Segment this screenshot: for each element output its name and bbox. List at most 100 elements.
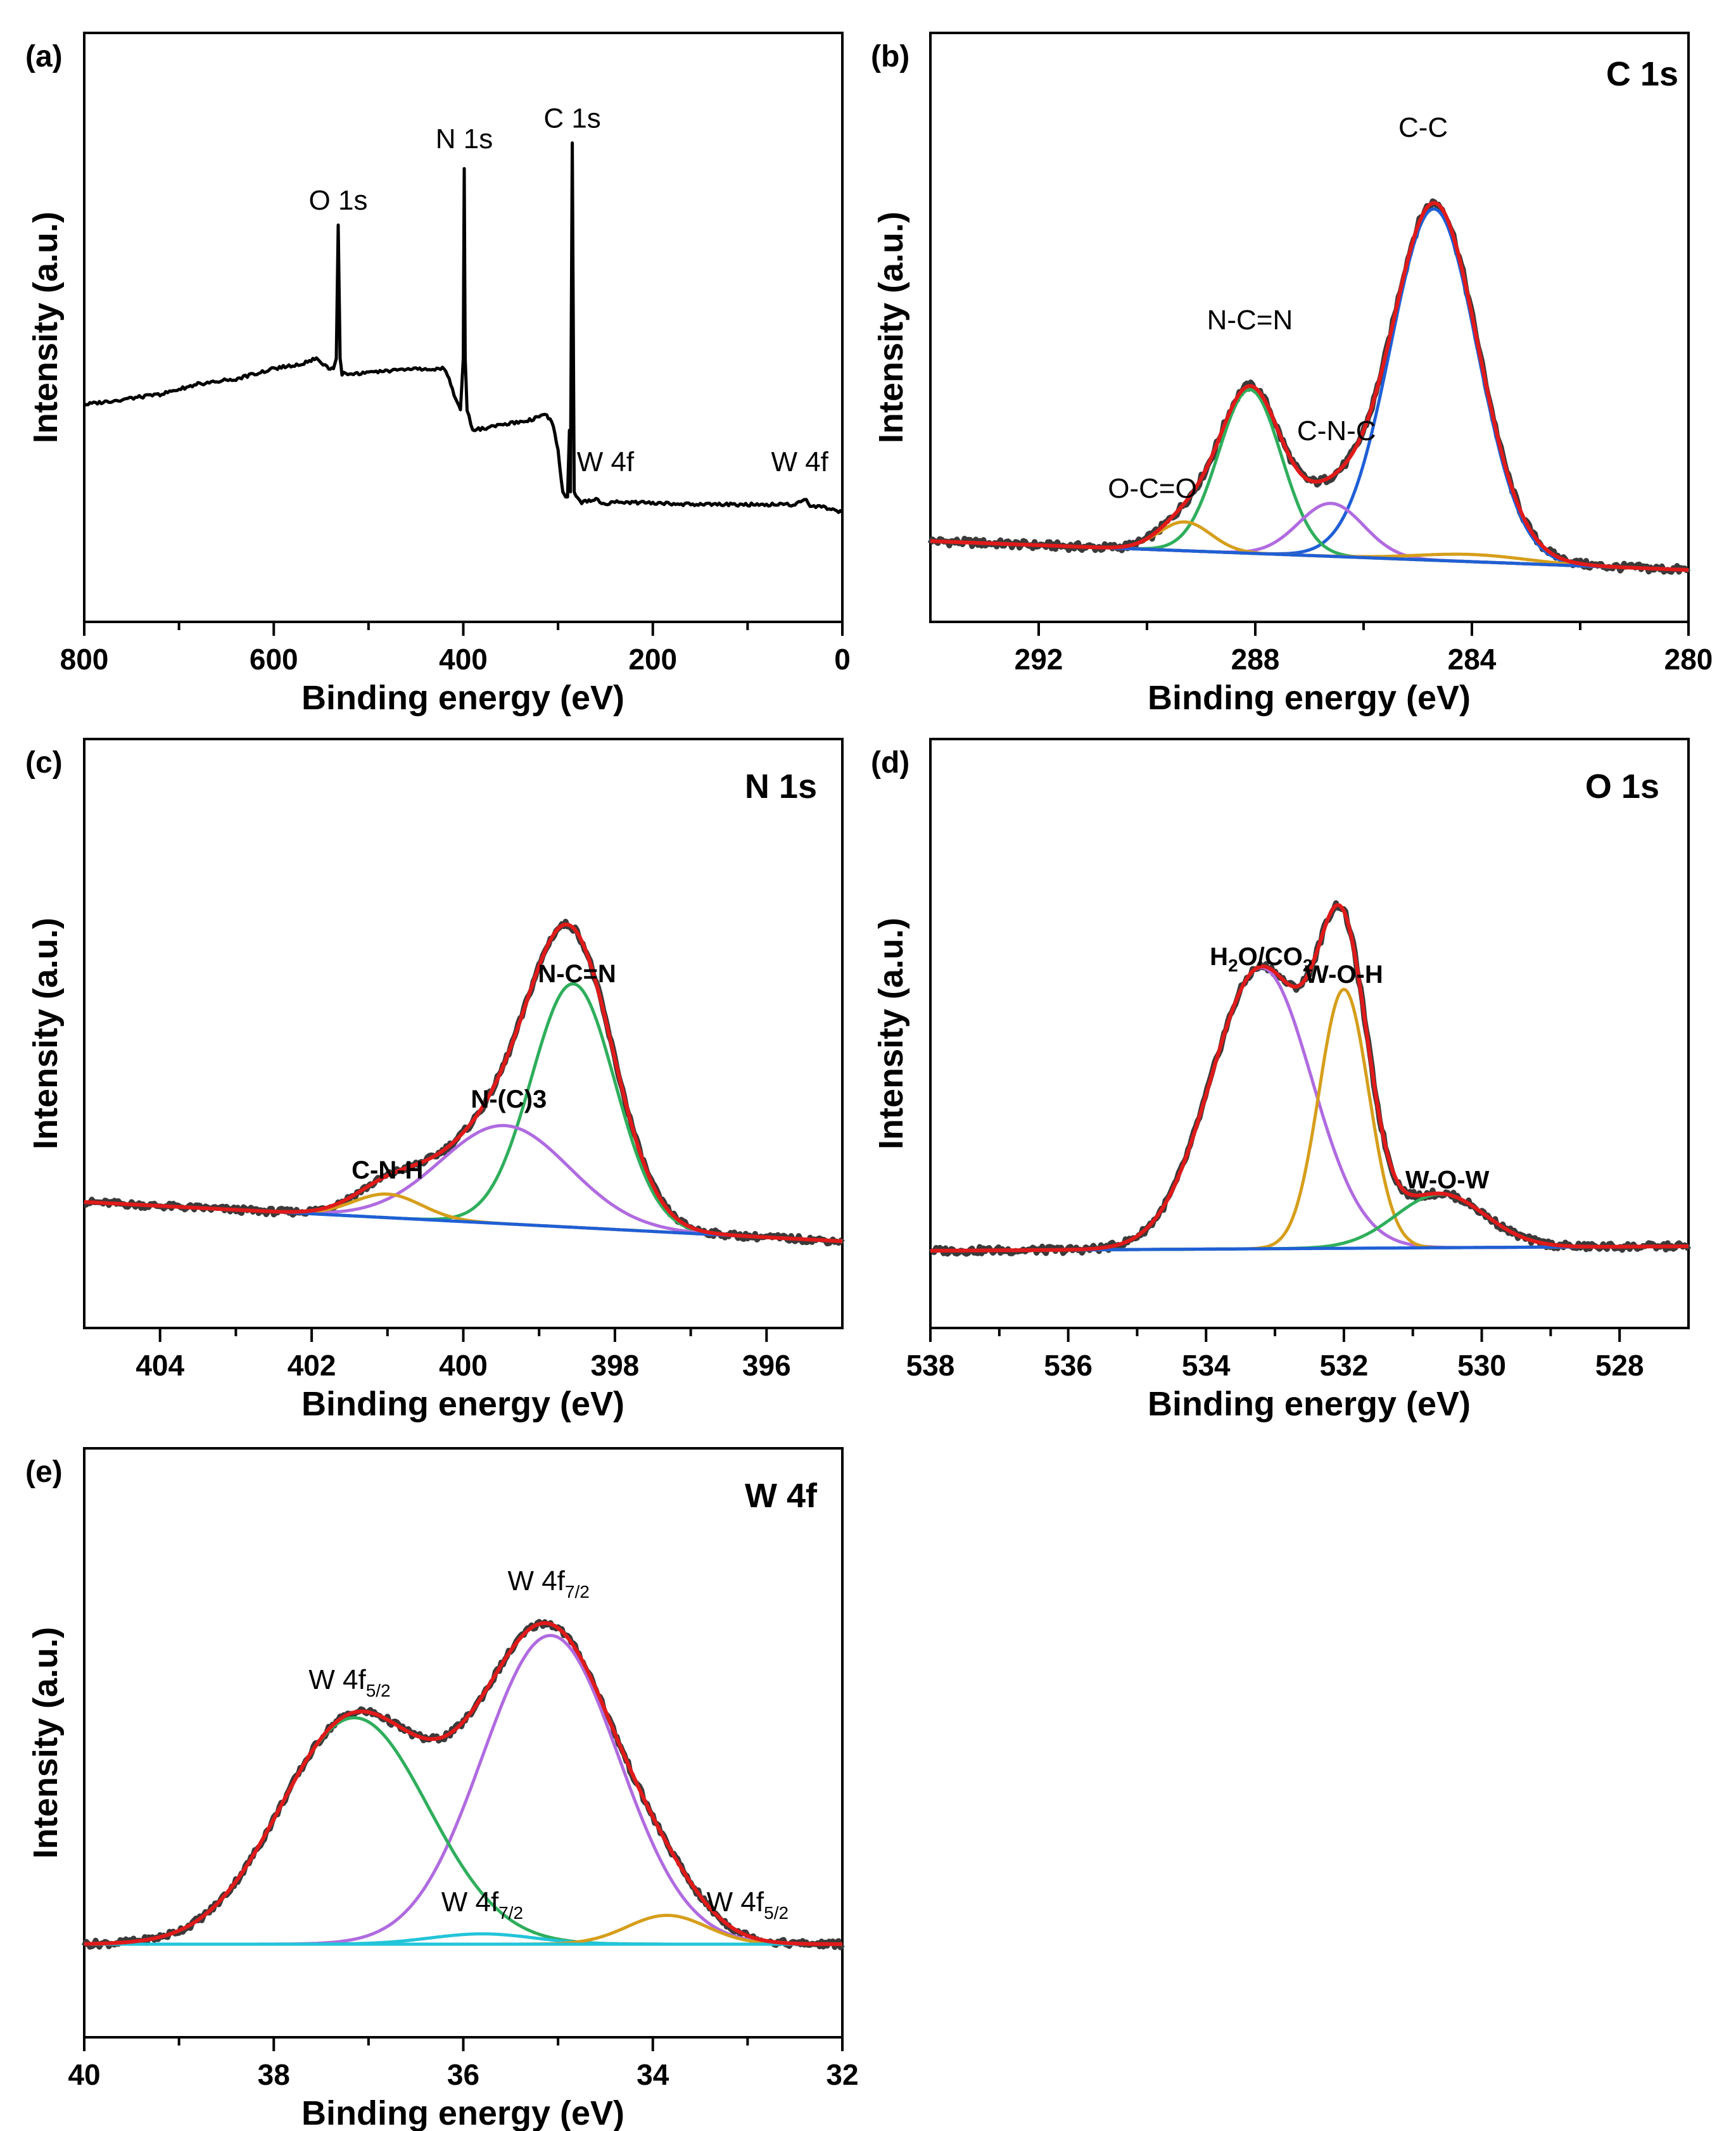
panel-e-annotations: W 4f7/2 W 4f5/2 W 4f7/2 W 4f5/2 [308,1565,789,1923]
annotation-label: N-C=N [1207,305,1293,336]
annotation-label: W 4f7/2 [507,1565,589,1602]
panel-e-label: (e) [25,1455,63,1489]
x-tick-label: 800 [60,643,109,676]
annotation-label: C-N-H [352,1156,423,1184]
panel-e-w4f: (e) W 4f 40 38 36 34 32 W 4f7/2W 4f5/2W 4f7/… [25,1447,859,2131]
annotation-label: O-C=O [1108,473,1197,504]
annotation-label: W-O-W [1405,1166,1490,1194]
panel-b-frame [929,32,1690,623]
panel-d-o1s: (d) O 1s 538 536 534 532 530 528 H2O/CO2W-O-H… [871,738,1691,1423]
x-tick-label: 40 [68,2058,100,2091]
annotation-label: W 4f5/2 [308,1664,390,1700]
panel-e-xlabel: Binding energy (eV) [301,2094,624,2131]
annotation-label: H2O/CO2 [1210,943,1312,975]
panel-b-ticks: 292 288 284 280 [1015,622,1713,676]
panel-d-ticks: 538 536 534 532 530 528 [906,1328,1644,1382]
x-tick-label: 32 [826,2058,858,2091]
series-w-o-w [930,1192,1689,1253]
panel-d-frame [929,738,1690,1329]
x-tick-label: 200 [628,643,677,676]
annotation-label: O 1s [309,185,368,216]
annotation-label: N-C=N [538,960,616,988]
panel-b-annotations: C-C N-C=N C-N-C O-C=O [1108,112,1448,504]
x-tick-label: 0 [834,643,851,676]
panel-a-series [84,141,844,514]
x-tick-label: 532 [1320,1349,1369,1382]
series-envelope [930,201,1689,572]
panel-a-ylabel: Intensity (a.u.) [27,212,65,443]
annotation-label: W 4f7/2 [441,1887,523,1923]
panel-c-title: N 1s [745,768,817,806]
x-tick-label: 402 [288,1349,336,1382]
x-tick-label: 528 [1595,1349,1644,1382]
panel-c-series [83,918,845,1247]
x-tick-label: 396 [742,1349,791,1382]
x-tick-label: 534 [1182,1349,1231,1382]
panel-a-annotations: O 1s N 1s C 1s W 4f W 4f [309,103,829,478]
annotation-label: N 1s [436,123,493,155]
panel-e-title: W 4f [745,1477,818,1515]
panel-c-annotations: N-C=N N-(C)3 C-N-H [352,960,616,1184]
panel-b-label: (b) [871,40,909,73]
annotation-label: C 1s [543,103,600,134]
annotation-label: C-C [1398,112,1448,143]
panel-a-label: (a) [25,40,63,73]
x-tick-label: 34 [637,2058,669,2091]
x-tick-label: 288 [1231,643,1280,676]
panel-e-ylabel: Intensity (a.u.) [27,1627,65,1859]
annotation-label: N-(C)3 [471,1085,547,1113]
x-tick-label: 400 [439,643,488,676]
x-tick-label: 400 [439,1349,488,1382]
panel-d-title: O 1s [1585,768,1659,806]
panel-b-c1s: (b) C 1s 292 288 284 280 C-C N-C=N C-N-C O-C=O… [871,32,1713,717]
x-tick-label: 284 [1448,643,1497,676]
panel-c-label: (c) [25,746,63,780]
annotation-label: W 4f5/2 [707,1887,789,1923]
series-raw-data [927,198,1691,575]
x-tick-label: 536 [1044,1349,1093,1382]
x-tick-label: 36 [447,2058,479,2091]
panel-b-series [927,198,1691,575]
x-tick-label: 280 [1664,643,1713,676]
panel-e-frame [83,1447,844,2039]
series-n-c-3 [84,1123,843,1243]
x-tick-label: 538 [906,1349,955,1382]
panel-d-ylabel: Intensity (a.u.) [872,918,910,1149]
panel-d-series [928,900,1691,1257]
annotation-label: W 4f [771,446,828,477]
x-tick-label: 600 [250,643,298,676]
panel-b-xlabel: Binding energy (eV) [1148,679,1471,717]
x-tick-label: 530 [1457,1349,1506,1382]
series-c-c [930,207,1689,572]
series-raw-data [83,918,845,1247]
panel-b-ylabel: Intensity (a.u.) [872,212,910,443]
annotation-label: W-O-H [1305,961,1383,989]
panel-d-xlabel: Binding energy (eV) [1148,1385,1471,1423]
x-tick-label: 398 [591,1349,640,1382]
series-envelope [84,922,843,1243]
panel-a-xlabel: Binding energy (eV) [301,679,624,717]
series-h2o-co2 [930,966,1689,1253]
panel-d-label: (d) [871,746,909,780]
x-tick-label: 38 [258,2058,290,2091]
annotation-label: W 4f [577,446,635,477]
x-tick-label: 404 [136,1349,184,1382]
panel-e-ticks: 40 38 36 34 32 [68,2037,859,2091]
panel-c-frame [83,738,844,1329]
panel-a-ticks: 800 600 400 200 0 [60,622,851,676]
panel-c-ylabel: Intensity (a.u.) [27,918,65,1149]
series-survey [84,141,844,514]
panel-e-series [81,1619,845,1951]
panel-c-ticks: 404 402 400 398 396 [136,1328,791,1382]
panel-b-title: C 1s [1606,55,1678,93]
panel-a-survey: (a) 800 600 400 200 0 O 1s N 1s C 1s W 4f W 4f B… [25,32,851,717]
annotation-label: C-N-C [1297,415,1376,446]
x-tick-label: 292 [1015,643,1063,676]
series-w-o-h [930,987,1688,1253]
series-envelope [84,1621,842,1946]
series-envelope [930,903,1689,1253]
panel-c-xlabel: Binding energy (eV) [301,1385,624,1423]
panel-c-n1s: (c) N 1s 404 402 400 398 396 N-C=N N-(C)3 C-N-… [25,738,845,1423]
